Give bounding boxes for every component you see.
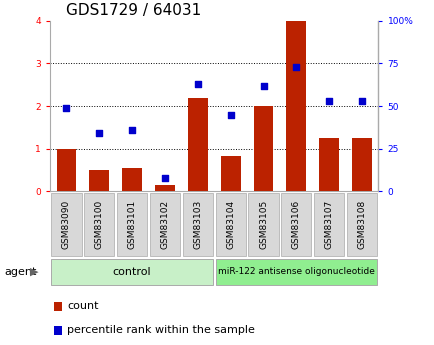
- Text: agent: agent: [4, 267, 36, 277]
- Point: [161, 175, 168, 180]
- Text: control: control: [112, 267, 151, 277]
- Text: GSM83090: GSM83090: [62, 200, 71, 249]
- Bar: [155, 185, 174, 191]
- Bar: [56, 149, 76, 191]
- Point: [227, 112, 233, 117]
- Point: [358, 98, 365, 104]
- Bar: [220, 157, 240, 191]
- Text: GSM83107: GSM83107: [324, 200, 333, 249]
- Bar: [319, 138, 338, 191]
- Point: [63, 105, 70, 110]
- Point: [292, 64, 299, 70]
- Text: count: count: [67, 301, 99, 311]
- Bar: [89, 170, 109, 191]
- Text: GSM83108: GSM83108: [357, 200, 366, 249]
- Text: GDS1729 / 64031: GDS1729 / 64031: [66, 3, 201, 18]
- Point: [325, 98, 332, 104]
- Text: GSM83100: GSM83100: [95, 200, 104, 249]
- Bar: [253, 106, 273, 191]
- Text: GSM83106: GSM83106: [291, 200, 300, 249]
- Bar: [352, 138, 371, 191]
- Point: [260, 83, 266, 88]
- Text: GSM83104: GSM83104: [226, 200, 235, 249]
- Bar: [187, 98, 207, 191]
- Text: ▶: ▶: [30, 267, 38, 277]
- Text: GSM83105: GSM83105: [258, 200, 267, 249]
- Text: miR-122 antisense oligonucleotide: miR-122 antisense oligonucleotide: [217, 267, 374, 276]
- Text: percentile rank within the sample: percentile rank within the sample: [67, 325, 255, 335]
- Bar: [122, 168, 141, 191]
- Point: [95, 131, 102, 136]
- Text: GSM83102: GSM83102: [160, 200, 169, 249]
- Text: GSM83101: GSM83101: [127, 200, 136, 249]
- Point: [194, 81, 201, 87]
- Point: [128, 127, 135, 133]
- Bar: [286, 21, 306, 191]
- Text: GSM83103: GSM83103: [193, 200, 202, 249]
